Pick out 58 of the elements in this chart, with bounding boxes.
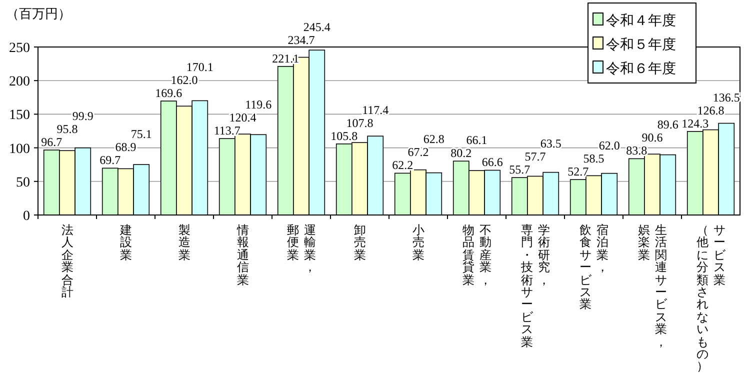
- data-label: 113.7: [214, 124, 240, 138]
- y-tick-label: 50: [16, 175, 30, 190]
- y-axis-title: （百万円）: [6, 6, 71, 21]
- legend-label: 令和６年度: [606, 61, 676, 77]
- data-label: 83.8: [626, 144, 648, 158]
- data-label: 124.3: [682, 116, 709, 130]
- data-label: 120.4: [229, 110, 256, 125]
- data-label: 67.2: [408, 145, 429, 160]
- data-label: 90.6: [642, 130, 663, 145]
- data-label: 234.7: [288, 33, 315, 47]
- data-label: 170.1: [186, 60, 214, 74]
- data-label: 126.8: [697, 103, 724, 118]
- data-label: 107.8: [346, 116, 374, 130]
- data-label: 105.8: [330, 128, 358, 143]
- data-label: 89.6: [657, 118, 678, 132]
- data-label: 119.6: [245, 98, 272, 112]
- x-tick-label: 建設業: [119, 223, 132, 262]
- data-label: 75.1: [130, 127, 152, 142]
- category-label: 宿泊業，飲食サービス業: [579, 223, 608, 312]
- data-label: 62.0: [598, 138, 620, 153]
- data-label: 62.2: [392, 158, 414, 172]
- data-label: 136.5: [712, 90, 740, 104]
- data-label: 58.5: [583, 152, 604, 166]
- data-label: 221.1: [272, 51, 300, 66]
- data-label: 169.6: [155, 86, 182, 100]
- x-tick-label: 卸売業: [353, 223, 366, 262]
- data-label: 52.7: [568, 164, 589, 179]
- x-tick-label: 小売業: [412, 223, 425, 262]
- category-label: 不動産業，物品賃貸業: [462, 223, 492, 287]
- y-tick-label: 100: [9, 142, 30, 157]
- y-tick-label: 250: [9, 41, 30, 56]
- data-label: 55.7: [509, 162, 530, 177]
- y-tick-label: 0: [23, 209, 30, 224]
- data-label: 117.4: [362, 102, 389, 117]
- category-label: 生活関連サービス業，娯楽業: [638, 223, 667, 349]
- x-tick-label: 情報通信業: [236, 223, 250, 287]
- data-label: 66.6: [482, 155, 503, 170]
- category-label: サービス業（他に分類されないもの）: [696, 223, 726, 374]
- data-label: 57.7: [524, 150, 546, 164]
- legend-label: 令和５年度: [606, 37, 676, 53]
- data-label: 68.9: [115, 140, 136, 154]
- data-label: 80.2: [450, 146, 472, 160]
- y-tick-label: 200: [9, 74, 30, 90]
- category-label: 運輸業，郵便業: [286, 223, 316, 274]
- category-label: 学術研究，専門・技術サービス業: [520, 223, 550, 349]
- data-label: 62.8: [423, 132, 444, 146]
- data-label: 63.5: [540, 136, 562, 151]
- x-tick-label: 製造業: [178, 223, 191, 262]
- data-label: 162.0: [170, 73, 198, 88]
- x-tick-label: 法人企業合計: [60, 223, 74, 300]
- data-label: 96.7: [41, 135, 62, 150]
- data-label: 69.7: [100, 153, 121, 168]
- legend-label: 令和４年度: [606, 13, 676, 29]
- data-label: 95.8: [56, 122, 78, 136]
- data-label: 245.4: [303, 20, 330, 34]
- data-label: 66.1: [466, 133, 488, 148]
- data-label: 99.9: [72, 109, 94, 124]
- y-tick-label: 150: [9, 108, 30, 124]
